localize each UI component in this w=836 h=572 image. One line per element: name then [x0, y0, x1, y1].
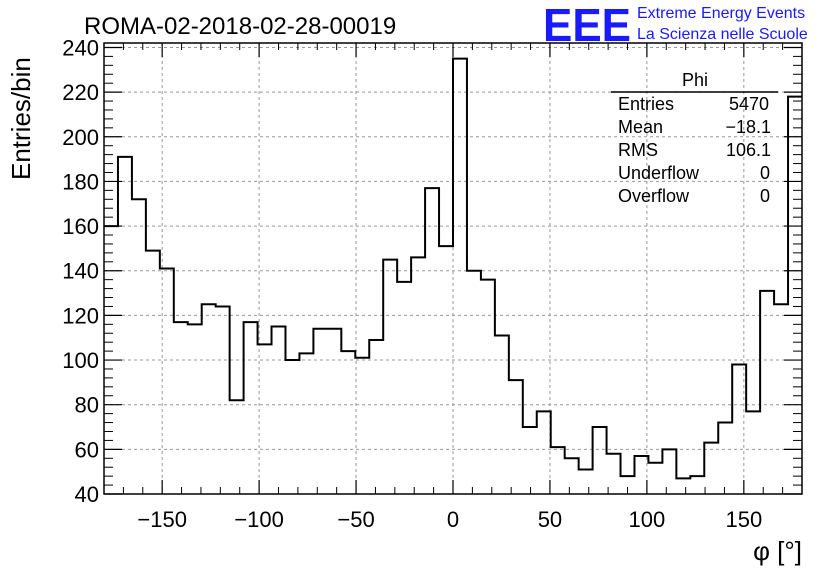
x-tick-label: 150 — [725, 507, 762, 532]
histogram-bin — [174, 322, 188, 494]
histogram-bin — [411, 257, 425, 494]
axis-ticks: −150 −100 −50 0 50 100 150 40 60 80 100 120 140 160 18… — [62, 35, 802, 532]
stats-title: Phi — [682, 70, 708, 90]
y-tick-label: 100 — [62, 348, 99, 373]
x-tick-label: 50 — [538, 507, 562, 532]
stats-entries-label: Entries — [618, 94, 674, 114]
histogram-bin — [690, 476, 704, 494]
stats-underflow-value: 0 — [760, 163, 770, 183]
y-tick-label: 60 — [75, 437, 99, 462]
stats-rms-value: 106.1 — [726, 140, 771, 160]
y-tick-label: 40 — [75, 482, 99, 507]
histogram-bin — [118, 157, 132, 494]
histogram-bin — [593, 427, 607, 494]
histogram-bin — [425, 188, 439, 494]
histogram-bin — [272, 327, 286, 494]
histogram-bin — [188, 324, 202, 494]
histogram-bin — [565, 458, 579, 494]
histogram-bin — [495, 335, 509, 494]
histogram-bin — [383, 260, 397, 494]
histogram-bin — [258, 344, 272, 494]
x-tick-label: 0 — [447, 507, 459, 532]
histogram-bin — [760, 291, 774, 494]
eee-logo: EEE Extreme Energy Events La Scienza nel… — [543, 0, 808, 51]
histogram-series — [104, 57, 802, 480]
y-axis-label: Entries/bin — [6, 57, 36, 180]
stats-box: Phi Entries 5470 Mean −18.1 RMS 106.1 Un… — [611, 70, 778, 206]
histogram-bin — [230, 400, 244, 494]
histogram-bin — [704, 443, 718, 494]
histogram-bin — [732, 365, 746, 494]
eee-logo-line2: La Scienza nelle Scuole — [637, 26, 808, 43]
histogram-bin — [509, 380, 523, 494]
histogram-bin — [774, 304, 788, 494]
histogram-bin — [341, 351, 355, 494]
x-tick-label: −150 — [137, 507, 187, 532]
histogram-bin — [788, 97, 802, 494]
histogram-bin — [718, 423, 732, 494]
histogram-bin — [662, 449, 676, 494]
histogram-bin — [579, 469, 593, 494]
histogram-bin — [146, 251, 160, 494]
x-axis-label: φ [°] — [753, 536, 802, 566]
histogram-bin — [453, 59, 467, 494]
histogram-bin — [523, 427, 537, 494]
eee-logo-line1: Extreme Energy Events — [637, 5, 805, 22]
y-tick-label: 220 — [62, 80, 99, 105]
y-tick-label: 180 — [62, 169, 99, 194]
histogram-bin — [537, 411, 551, 494]
histogram-bin — [467, 271, 481, 494]
y-tick-label: 80 — [75, 393, 99, 418]
y-tick-label: 140 — [62, 259, 99, 284]
x-tick-label: −100 — [234, 507, 284, 532]
histogram-bin — [676, 478, 690, 494]
histogram-bin — [369, 340, 383, 494]
histogram-bin — [397, 282, 411, 494]
histogram-bin — [132, 199, 146, 494]
histogram-bin — [202, 304, 216, 494]
histogram-bin — [244, 322, 258, 494]
y-tick-label: 120 — [62, 303, 99, 328]
stats-overflow-label: Overflow — [618, 186, 690, 206]
histogram-bin — [355, 358, 369, 494]
stats-entries-value: 5470 — [729, 94, 769, 114]
histogram-bin — [551, 447, 565, 494]
stats-overflow-value: 0 — [760, 186, 770, 206]
histogram-bin — [160, 269, 174, 495]
y-tick-label: 160 — [62, 214, 99, 239]
stats-mean-label: Mean — [618, 117, 663, 137]
y-tick-label: 200 — [62, 125, 99, 150]
stats-underflow-label: Underflow — [618, 163, 700, 183]
histogram-bin — [285, 360, 299, 494]
histogram-bin — [648, 463, 662, 494]
histogram-bin — [439, 246, 453, 494]
stats-rms-label: RMS — [618, 140, 658, 160]
histogram-bin — [607, 454, 621, 494]
histogram-bin — [216, 306, 230, 494]
histogram-bin — [327, 329, 341, 494]
histogram-bin — [481, 280, 495, 494]
histogram-bin — [746, 411, 760, 494]
y-tick-label: 240 — [62, 35, 99, 60]
x-tick-label: −50 — [337, 507, 374, 532]
plot-title: ROMA-02-2018-02-28-00019 — [84, 13, 396, 40]
stats-mean-value: −18.1 — [725, 117, 771, 137]
histogram-bin — [299, 353, 313, 494]
histogram-bin — [313, 329, 327, 494]
x-tick-label: 100 — [629, 507, 666, 532]
